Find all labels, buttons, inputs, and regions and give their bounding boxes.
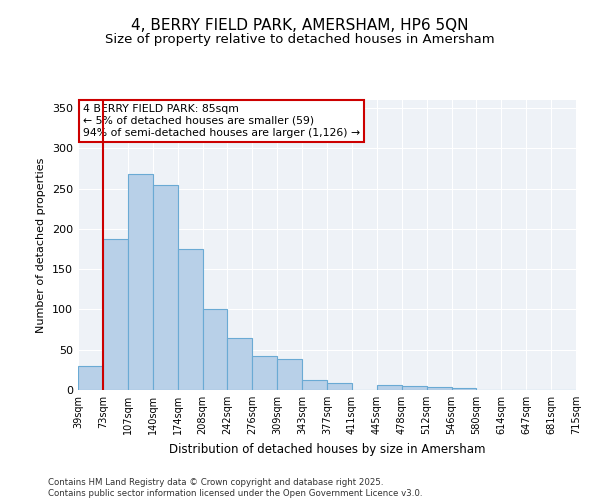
Bar xyxy=(178,249,203,390)
Bar xyxy=(402,386,427,390)
Bar xyxy=(152,184,178,390)
Bar xyxy=(203,310,227,390)
Bar xyxy=(377,385,402,390)
Bar xyxy=(427,387,452,390)
Text: 4, BERRY FIELD PARK, AMERSHAM, HP6 5QN: 4, BERRY FIELD PARK, AMERSHAM, HP6 5QN xyxy=(131,18,469,32)
Bar xyxy=(253,356,277,390)
Bar xyxy=(128,174,153,390)
Bar xyxy=(452,388,476,390)
Text: Size of property relative to detached houses in Amersham: Size of property relative to detached ho… xyxy=(105,32,495,46)
Bar xyxy=(327,383,352,390)
Bar xyxy=(103,240,128,390)
X-axis label: Distribution of detached houses by size in Amersham: Distribution of detached houses by size … xyxy=(169,442,485,456)
Text: 4 BERRY FIELD PARK: 85sqm
← 5% of detached houses are smaller (59)
94% of semi-d: 4 BERRY FIELD PARK: 85sqm ← 5% of detach… xyxy=(83,104,360,138)
Bar xyxy=(302,380,327,390)
Y-axis label: Number of detached properties: Number of detached properties xyxy=(37,158,46,332)
Bar xyxy=(78,366,103,390)
Bar xyxy=(277,360,302,390)
Text: Contains HM Land Registry data © Crown copyright and database right 2025.
Contai: Contains HM Land Registry data © Crown c… xyxy=(48,478,422,498)
Bar xyxy=(227,338,253,390)
